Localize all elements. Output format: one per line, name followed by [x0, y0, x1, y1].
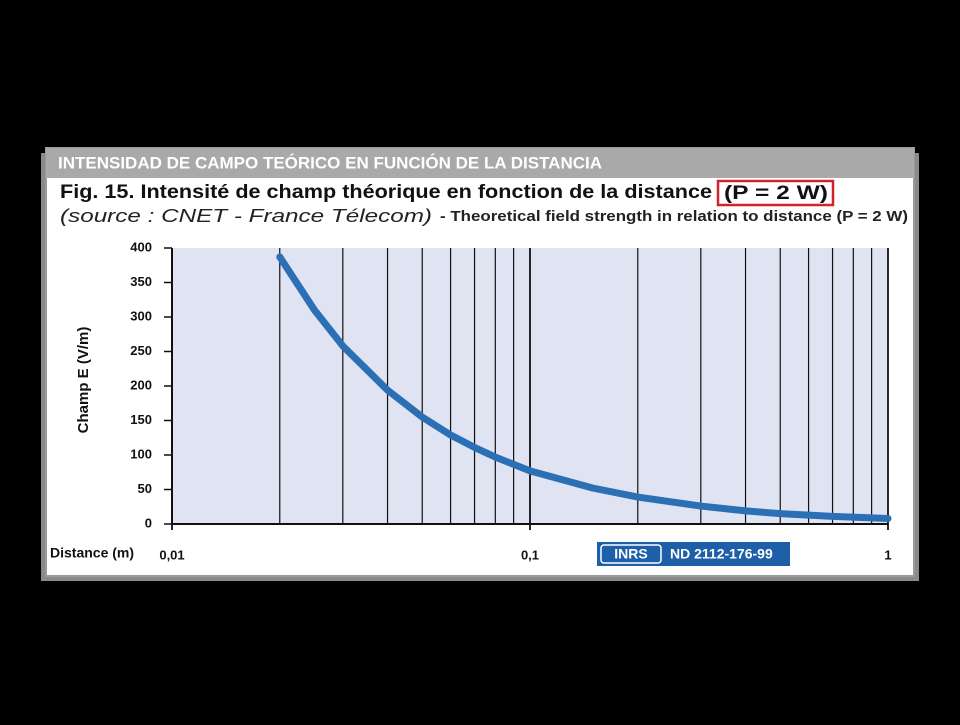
subtitle: Fig. 15. Intensité de champ théorique en…: [60, 182, 712, 203]
title-bar: [46, 148, 914, 178]
reference: ND 2112-176-99: [670, 546, 773, 562]
logo: INRS: [614, 546, 647, 562]
caption: - Theoretical field strength in relation…: [440, 208, 908, 225]
plot: 0,01 0,1 1 0 50 100 150 200 250 300 350 400: [130, 239, 891, 562]
x-tick-label: 0,1: [521, 547, 539, 562]
logo-band: [597, 542, 790, 566]
y-tick-label: 150: [130, 412, 152, 427]
y-tick-label: 300: [130, 308, 152, 323]
x-tick-label: 0,01: [159, 547, 184, 562]
highlight-box: [716, 179, 835, 207]
y-tick-label: 0: [145, 515, 152, 530]
curve: [276, 253, 892, 522]
logo-box: [600, 544, 662, 564]
source: (source : CNET - France Télecom): [60, 206, 432, 226]
y-tick-label: 250: [130, 343, 152, 358]
y-tick-label: 350: [130, 274, 152, 289]
y-tick-label: 100: [130, 446, 152, 461]
subtitle-highlight: (P = 2 W): [724, 183, 828, 204]
x-axis-label: Distance (m): [50, 545, 134, 561]
y-tick-label: 50: [138, 481, 152, 496]
title: INTENSIDAD DE CAMPO TEÓRICO EN FUNCIÓN D…: [58, 153, 602, 172]
y-tick-label: 200: [130, 377, 152, 392]
y-axis-label: Champ E (V/m): [75, 327, 92, 434]
y-tick-label: 400: [130, 239, 152, 254]
x-tick-label: 1: [884, 547, 891, 562]
